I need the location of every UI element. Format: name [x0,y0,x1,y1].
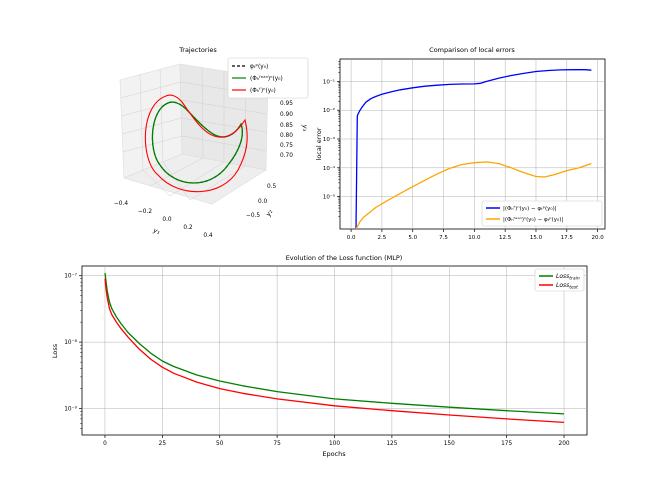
local-errors-ytick-label: 10⁻³ [323,136,335,143]
legend-label-exact: φₜᵖ(y₀) [250,64,268,70]
loss-panel: Evolution of the Loss function (MLP) 0 25… [51,254,588,458]
local-errors-xtick-label: 5.0 [408,235,417,241]
loss-xtick-label: 150 [444,441,455,447]
floor-pane [123,153,267,205]
local-errors-lines [355,69,592,230]
local-errors-legend-box [481,200,603,227]
z3d-tick-0: 0.70 [280,153,293,159]
local-errors-title: Comparison of local errors [429,46,515,54]
loss-yticks: 10⁻⁹ 10⁻⁸ 10⁻⁷ [64,273,82,429]
z3d-tick-2: 0.80 [280,133,293,139]
local-errors-xtick-label: 0.0 [347,235,356,241]
loss-ylabel: Loss [51,343,59,358]
x3d-tick-4: 0.4 [203,233,213,239]
loss-xtick-label: 125 [386,441,397,447]
loss-title: Evolution of the Loss function (MLP) [286,254,403,262]
legend-label-error-feat: |(Φₕᶠᵉᵃⁿ)ⁿ(y₀) − φₜᵖ(y₀)| [503,216,563,223]
trajectories-panel: Trajectories [114,46,309,239]
y3d-label: y₂ [264,208,275,219]
loss-xtick-label: 200 [559,441,570,447]
z3d-tick-1: 0.75 [280,143,293,149]
loss-xticks: 0 25 50 75 100 125 150 175 200 [103,435,570,447]
x3d-tick-0: −0.4 [114,201,128,207]
loss-series-1 [104,278,565,424]
legend-label-train-sub: train [569,276,580,282]
z3d-tick-5: 0.95 [280,101,293,107]
local-errors-legend: |(Φₕᶠ)ⁿ(y₀) − φₜᵖ(y₀)| |(Φₕᶠᵉᵃⁿ)ⁿ(y₀) − … [481,200,603,227]
local-errors-xtick-label: 15.0 [530,235,543,241]
legend-label-test-sub: test [569,285,578,291]
local-errors-series-1 [355,161,592,230]
loss-ytick-label: 10⁻⁷ [64,273,77,280]
x3d-tick-3: 0.2 [183,225,193,231]
local-errors-ytick-label: 10⁻² [323,107,335,114]
local-errors-series-0 [355,69,592,230]
legend-label-test: Losstest [556,282,578,291]
loss-ytick-label: 10⁻⁸ [64,339,77,346]
y3d-ticks: −0.5 0.0 0.5 [246,184,277,219]
loss-xlabel: Epochs [322,450,346,458]
local-errors-ylabel: local error [315,127,323,160]
local-errors-ytick-label: 10⁻⁴ [323,165,336,172]
loss-lines [104,272,565,424]
trajectories-legend: φₜᵖ(y₀) (Φₕᶠᵉᵃⁿ)ⁿ(y₀) (Φₕᶠ)ⁿ(y₀) [227,57,309,99]
z3d-ticks: 0.70 0.75 0.80 0.85 0.90 0.95 [280,101,293,159]
local-errors-grid [340,59,605,229]
legend-label-error-fine: |(Φₕᶠ)ⁿ(y₀) − φₜᵖ(y₀)| [503,205,557,212]
trajectory-fine [144,94,248,193]
z3d-label: y₃ [301,124,309,132]
local-errors-ytick-label: 10⁻¹ [323,78,335,85]
legend-label-feat: (Φₕᶠᵉᵃⁿ)ⁿ(y₀) [250,75,283,82]
legend-label-train: Losstrain [556,273,580,282]
loss-grid [82,266,587,435]
trajectories-title: Trajectories [178,46,217,54]
local-errors-xtick-label: 12.5 [499,235,512,241]
y3d-tick-2: 0.5 [267,184,277,190]
loss-xtick-label: 175 [501,441,512,447]
loss-ytick-label: 10⁻⁹ [64,406,77,413]
z3d-tick-3: 0.85 [280,123,293,129]
trajectories-legend-box [227,57,309,99]
z3d-tick-4: 0.90 [280,112,293,118]
local-errors-axes [339,58,606,230]
local-errors-xtick-label: 17.5 [561,235,574,241]
x3d-ticks: −0.4 −0.2 0.0 0.2 0.4 [114,201,213,239]
local-errors-xticks: 0.0 2.5 5.0 7.5 10.0 12.5 15.0 17.5 20.0 [347,229,604,241]
legend-label-fine: (Φₕᶠ)ⁿ(y₀) [250,87,276,94]
loss-xtick-label: 0 [103,441,107,447]
local-errors-yticks: 10⁻⁵ 10⁻⁴ 10⁻³ 10⁻² 10⁻¹ [323,61,340,217]
y3d-tick-0: −0.5 [246,213,260,219]
x3d-tick-1: −0.2 [138,209,152,215]
legend-label-test-main: Loss [556,282,569,289]
y3d-tick-1: 0.0 [258,199,268,205]
local-errors-xtick-label: 20.0 [591,235,604,241]
local-errors-panel: Comparison of local errors 0.0 2.5 5.0 7.5 1… [315,46,606,241]
local-errors-xtick-label: 7.5 [439,235,448,241]
local-errors-xtick-label: 2.5 [378,235,387,241]
loss-xtick-label: 75 [273,441,281,447]
loss-xtick-label: 25 [159,441,167,447]
loss-xtick-label: 100 [329,441,340,447]
legend-label-train-main: Loss [556,273,569,280]
loss-xtick-label: 50 [216,441,224,447]
local-errors-ytick-label: 10⁻⁵ [323,194,335,201]
x3d-label: y₁ [151,226,161,236]
trajectory-feat [151,101,243,184]
loss-series-0 [104,272,565,415]
loss-legend: Losstrain Losstest [534,268,585,292]
x3d-tick-2: 0.0 [162,217,172,223]
local-errors-xtick-label: 10.0 [468,235,481,241]
